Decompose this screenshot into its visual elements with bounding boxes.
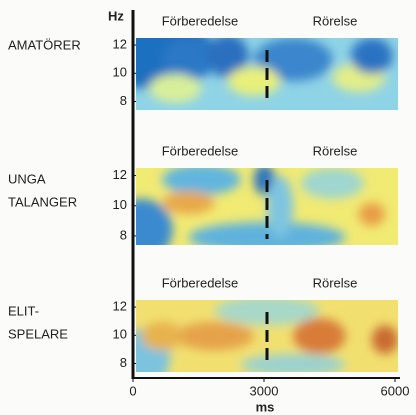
x-tick-label: 6000: [381, 383, 410, 398]
x-tick-label: 3000: [250, 383, 279, 398]
heat-blob: [372, 325, 398, 354]
y-tick-label: 8: [120, 227, 127, 242]
heat-blob: [162, 164, 241, 195]
row-label: SPELARE: [8, 326, 68, 341]
heat-blob: [162, 191, 214, 214]
section-label: Rörelse: [313, 143, 358, 158]
row-label: TALANGER: [8, 194, 77, 209]
heatmap: [110, 164, 398, 260]
row-label: UNGA: [8, 171, 46, 186]
heat-blob: [141, 322, 183, 351]
heatmap: [84, 16, 398, 110]
heat-blob: [228, 67, 280, 96]
heat-blob: [241, 354, 346, 376]
y-tick-label: 8: [120, 93, 127, 108]
heat-blob: [359, 203, 385, 226]
y-tick-label: 12: [113, 36, 127, 51]
y-tick-label: 12: [113, 298, 127, 313]
heat-blob: [267, 176, 293, 238]
row-label: AMATÖRER: [8, 37, 81, 52]
y-tick-label: 8: [120, 355, 127, 370]
y-tick-label: 10: [113, 197, 127, 212]
heat-blob: [149, 74, 201, 103]
heat-blob: [293, 318, 345, 354]
page: Förberedelse Rörelse AMATÖRER 8 10 12 Hz Förber…: [0, 0, 416, 415]
heatmap: [118, 296, 398, 386]
section-label: Rörelse: [313, 275, 358, 290]
x-tick-label: 0: [129, 383, 136, 398]
section-label: Förberedelse: [162, 13, 239, 28]
y-tick-label: 12: [113, 167, 127, 182]
chart: Förberedelse Rörelse AMATÖRER 8 10 12 Hz Förber…: [0, 0, 416, 415]
section-label: Förberedelse: [162, 143, 239, 158]
section-label: Förberedelse: [162, 275, 239, 290]
heat-blob: [301, 168, 364, 199]
y-tick-label: 10: [113, 65, 127, 80]
row-label: ELIT-: [8, 303, 39, 318]
heat-blob: [175, 322, 254, 351]
y-axis-label: Hz: [108, 8, 124, 23]
x-axis-label: ms: [256, 399, 275, 414]
section-label: Rörelse: [313, 13, 358, 28]
y-tick-label: 10: [113, 327, 127, 342]
heat-blob: [351, 38, 393, 74]
